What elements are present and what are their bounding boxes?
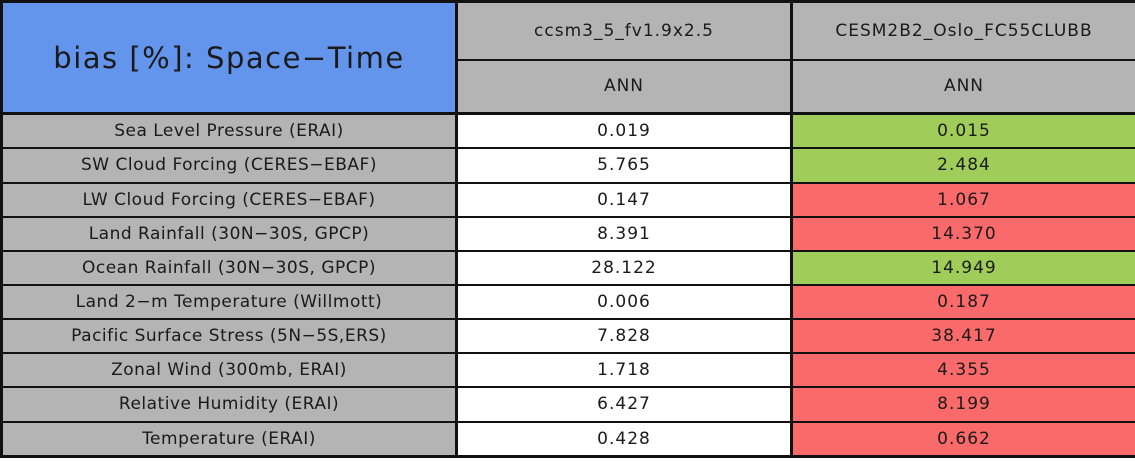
value-cell: 0.147: [455, 181, 793, 218]
row-label: LW Cloud Forcing (CERES−EBAF): [0, 181, 458, 218]
value-cell: 5.765: [455, 147, 793, 184]
row-label: Land 2−m Temperature (Willmott): [0, 283, 458, 321]
table-row: Pacific Surface Stress (5N−5S,ERS) 7.828…: [0, 318, 1135, 355]
value-cell: 28.122: [455, 249, 793, 286]
value-cell: 1.718: [455, 352, 793, 389]
row-label: Pacific Surface Stress (5N−5S,ERS): [0, 318, 458, 355]
table-row: Zonal Wind (300mb, ERAI) 1.718 4.355: [0, 352, 1135, 389]
row-label: Zonal Wind (300mb, ERAI): [0, 352, 458, 389]
column-header-season-2: ANN: [790, 58, 1135, 115]
column-header-model-2: CESM2B2_Oslo_FC55CLUBB: [790, 0, 1135, 61]
value-cell: 1.067: [790, 181, 1135, 218]
table-row: Ocean Rainfall (30N−30S, GPCP) 28.122 14…: [0, 249, 1135, 286]
row-label: Relative Humidity (ERAI): [0, 386, 458, 423]
value-cell: 0.015: [790, 112, 1135, 150]
row-label: Ocean Rainfall (30N−30S, GPCP): [0, 249, 458, 286]
table-row: Land 2−m Temperature (Willmott) 0.006 0.…: [0, 283, 1135, 321]
table-body: Sea Level Pressure (ERAI) 0.019 0.015 SW…: [0, 112, 1135, 458]
table-row: Relative Humidity (ERAI) 6.427 8.199: [0, 386, 1135, 423]
model-header-row: bias [%]: Space−Time ccsm3_5_fv1.9x2.5 C…: [0, 0, 1135, 115]
value-cell: 7.828: [455, 318, 793, 355]
table-row: LW Cloud Forcing (CERES−EBAF) 0.147 1.06…: [0, 181, 1135, 218]
season-header-row: ANN ANN: [2, 58, 1135, 115]
value-cell: 0.428: [455, 420, 793, 458]
value-cell: 0.662: [790, 420, 1135, 458]
row-label: SW Cloud Forcing (CERES−EBAF): [0, 147, 458, 184]
row-label: Sea Level Pressure (ERAI): [0, 112, 458, 150]
table-title: bias [%]: Space−Time: [0, 0, 458, 115]
value-cell: 0.187: [790, 283, 1135, 321]
value-cell: 4.355: [790, 352, 1135, 389]
table-row: Temperature (ERAI) 0.428 0.662: [0, 420, 1135, 458]
column-header-model-1: ccsm3_5_fv1.9x2.5: [455, 0, 793, 61]
table-row: SW Cloud Forcing (CERES−EBAF) 5.765 2.48…: [0, 147, 1135, 184]
row-label: Land Rainfall (30N−30S, GPCP): [0, 215, 458, 252]
row-label: Temperature (ERAI): [0, 420, 458, 458]
value-cell: 0.019: [455, 112, 793, 150]
value-cell: 8.199: [790, 386, 1135, 423]
value-cell: 8.391: [455, 215, 793, 252]
value-cell: 14.949: [790, 249, 1135, 286]
column-header-season-1: ANN: [455, 58, 793, 115]
value-cell: 14.370: [790, 215, 1135, 252]
table-row: Sea Level Pressure (ERAI) 0.019 0.015: [0, 112, 1135, 150]
value-cell: 38.417: [790, 318, 1135, 355]
table-row: Land Rainfall (30N−30S, GPCP) 8.391 14.3…: [0, 215, 1135, 252]
value-cell: 6.427: [455, 386, 793, 423]
value-cell: 2.484: [790, 147, 1135, 184]
value-cell: 0.006: [455, 283, 793, 321]
